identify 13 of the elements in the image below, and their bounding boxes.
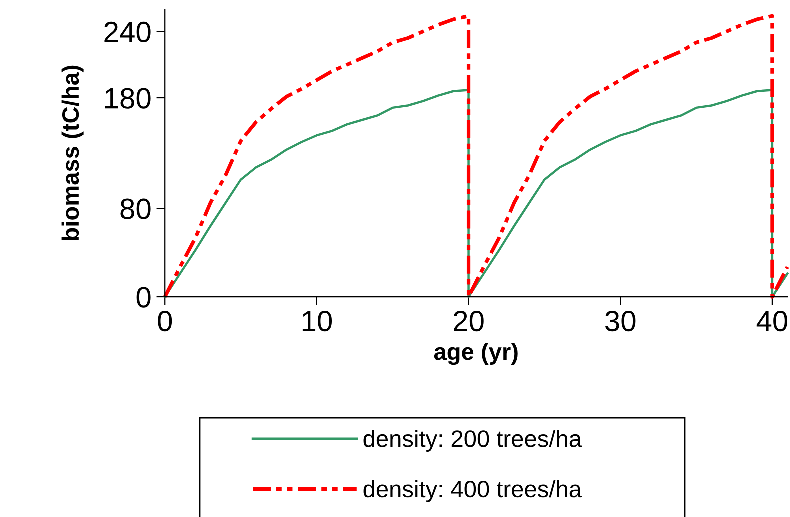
y-tick-label: 80 [120,198,151,220]
x-axis-title: age (yr) [434,342,518,366]
legend-label: density: 400 trees/ha [364,480,582,502]
legend-label: density: 200 trees/ha [364,430,582,452]
y-tick-label: 0 [136,287,151,308]
y-axis-title: biomass (tC/ha) [62,66,84,240]
x-tick-label: 30 [606,310,636,332]
x-tick-label: 40 [756,310,788,332]
x-tick-label: 0 [158,310,172,332]
y-tick-label: 240 [104,22,151,43]
x-tick-label: 20 [454,310,484,332]
x-tick-label: 10 [302,310,332,332]
y-tick-label: 180 [105,88,151,109]
